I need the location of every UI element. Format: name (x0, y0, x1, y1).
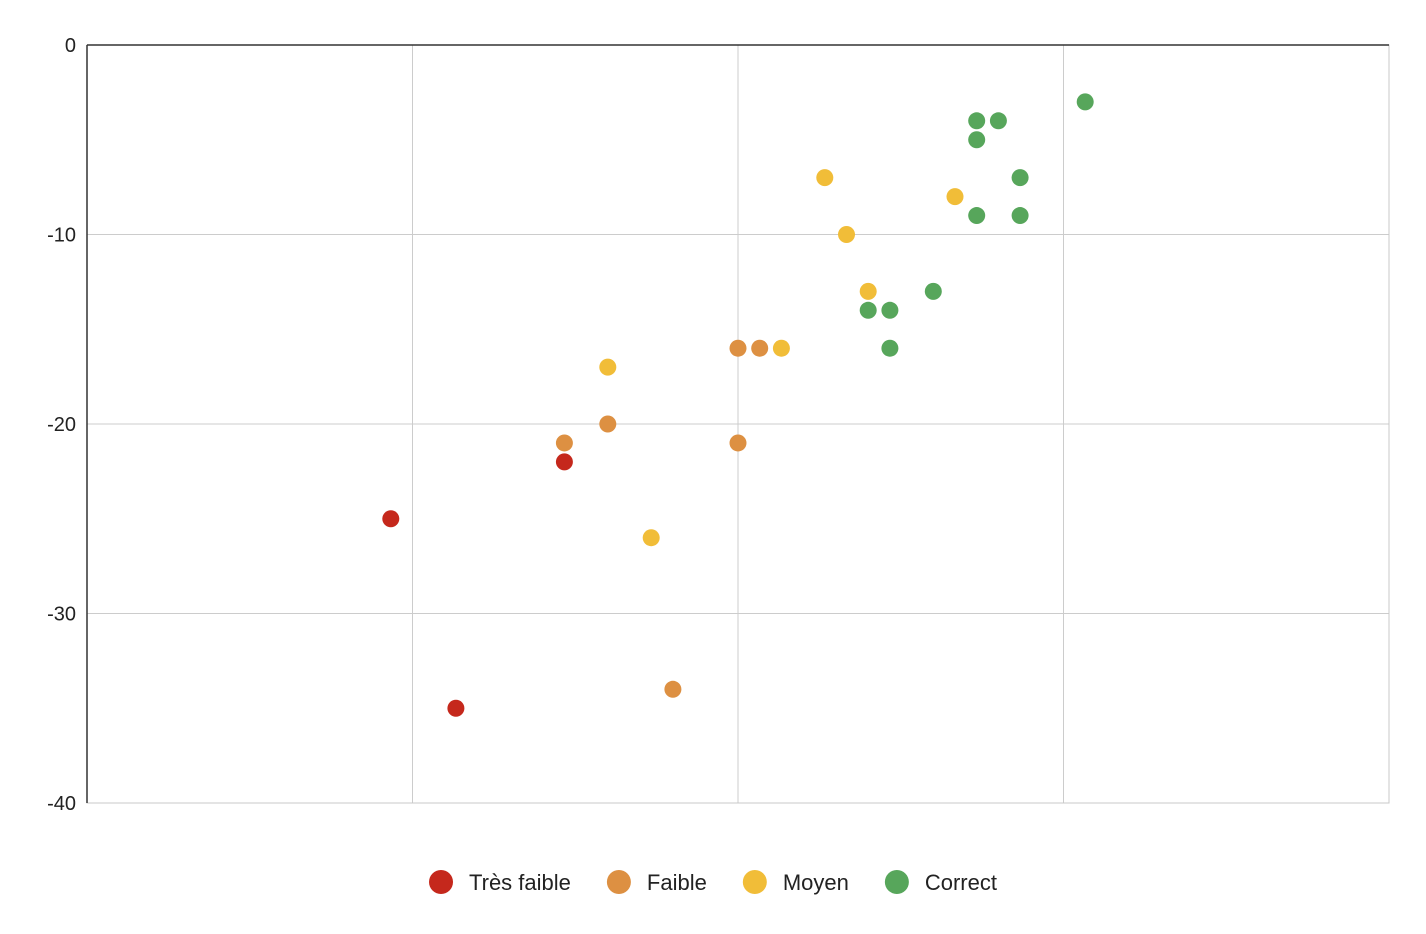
legend-marker (429, 870, 454, 894)
y-tick-label: -40 (47, 793, 76, 815)
legend-item[interactable]: Faible (606, 870, 707, 895)
data-point (664, 680, 682, 698)
axes (86, 44, 1389, 803)
data-point (816, 169, 834, 187)
data-point (968, 207, 986, 225)
grid-lines (87, 44, 1389, 804)
data-point (447, 699, 465, 717)
data-point (642, 529, 660, 547)
data-point (859, 282, 877, 300)
data-point (1076, 93, 1094, 111)
legend: Très faible Faible Moyen Correct (429, 870, 997, 895)
legend-marker (884, 870, 909, 894)
legend-label: Correct (925, 870, 997, 895)
legend-marker (606, 870, 631, 894)
data-point (772, 339, 790, 357)
data-point (382, 510, 400, 528)
legend-item[interactable]: Correct (884, 870, 997, 895)
y-tick-label: -10 (47, 225, 76, 247)
data-point (989, 112, 1007, 130)
data-point (729, 434, 747, 452)
legend-marker (742, 870, 767, 894)
legend-item[interactable]: Très faible (429, 870, 571, 895)
data-point (838, 226, 855, 243)
data-point (968, 112, 986, 130)
legend-label: Très faible (469, 870, 571, 895)
data-point (881, 339, 899, 357)
y-tick-label: -30 (47, 604, 76, 626)
data-point (881, 301, 899, 319)
y-tick-label: -20 (47, 414, 76, 436)
legend-item[interactable]: Moyen (742, 870, 849, 895)
data-point (729, 339, 747, 357)
data-point (555, 453, 573, 471)
legend-label: Moyen (783, 870, 849, 895)
data-point (968, 131, 986, 149)
data-point (859, 301, 877, 319)
data-point (1011, 169, 1029, 187)
data-point (599, 415, 617, 433)
data-point (555, 434, 573, 452)
data-point (924, 282, 942, 300)
data-points (382, 93, 1094, 717)
y-tick-label: 0 (65, 35, 76, 57)
data-point (946, 188, 964, 206)
data-point (751, 339, 769, 357)
data-point (1011, 207, 1029, 225)
data-point (599, 358, 617, 376)
legend-label: Faible (647, 870, 707, 895)
y-tick-labels: 0 -10 -20 -30 -40 (47, 35, 76, 815)
